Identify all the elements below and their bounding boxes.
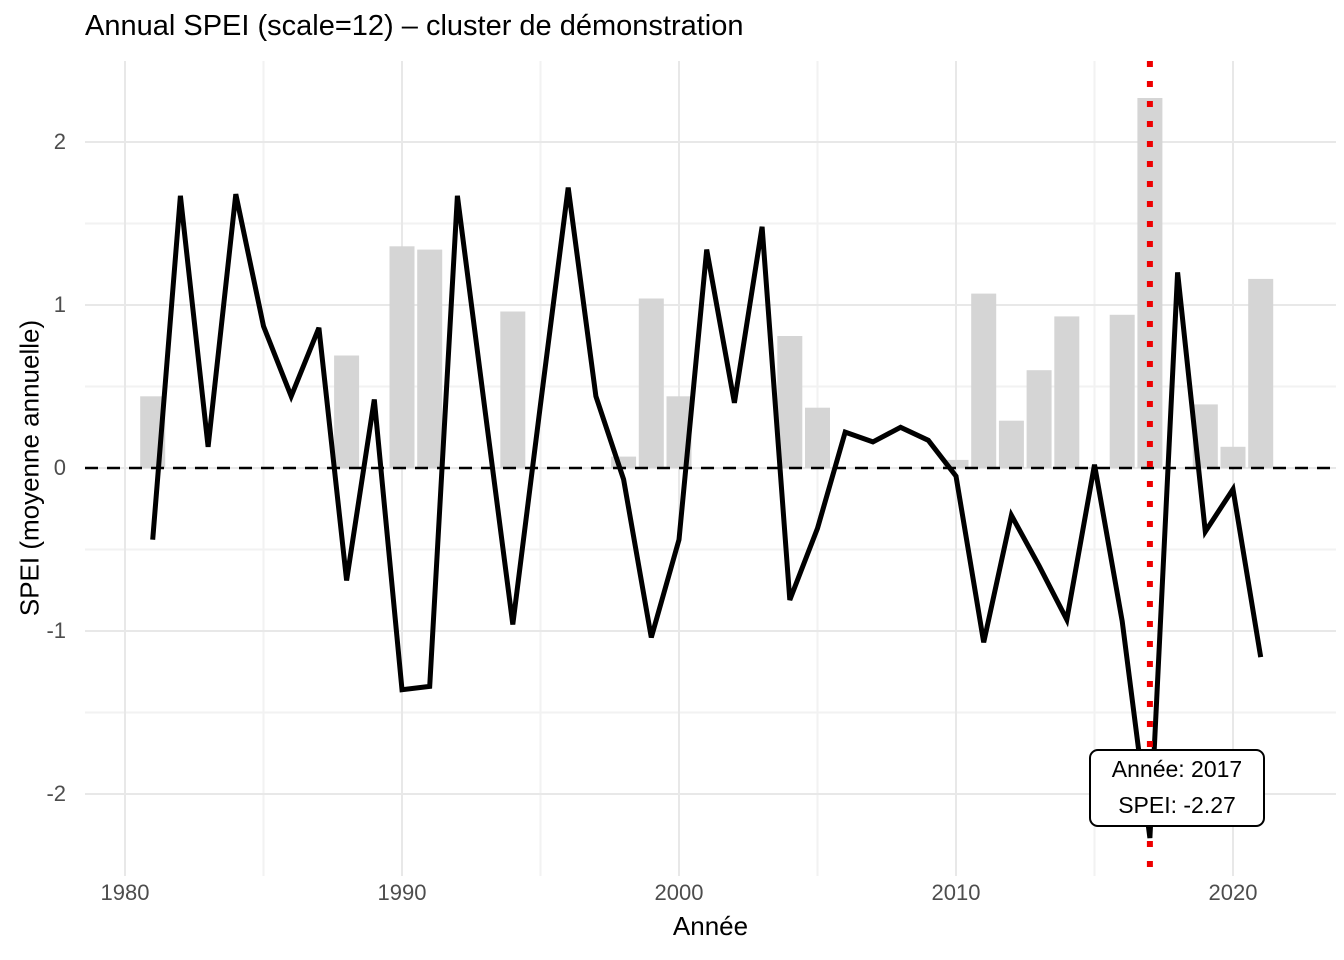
annotation-spei: SPEI: -2.27 [1118, 792, 1236, 818]
y-tick-label: 1 [53, 292, 66, 317]
x-tick-label: 1990 [377, 880, 427, 905]
y-tick-label: -2 [46, 781, 66, 806]
x-tick-label: 2010 [931, 880, 981, 905]
y-tick-label: 0 [53, 455, 66, 480]
x-axis-title: Année [672, 911, 749, 941]
annotation-year: Année: 2017 [1111, 756, 1243, 783]
y-tick-label: -1 [46, 618, 66, 643]
x-tick-label: 1980 [100, 880, 150, 905]
y-tick-label: 2 [53, 129, 66, 154]
x-tick-label: 2000 [654, 880, 704, 905]
chart-title: Annual SPEI (scale=12) – cluster de démo… [85, 10, 744, 42]
y-axis-title: SPEI (moyenne annuelle) [14, 319, 45, 617]
annotation-box: Année: 2017 SPEI: -2.27 [1089, 749, 1265, 827]
x-tick-label: 2020 [1208, 880, 1258, 905]
